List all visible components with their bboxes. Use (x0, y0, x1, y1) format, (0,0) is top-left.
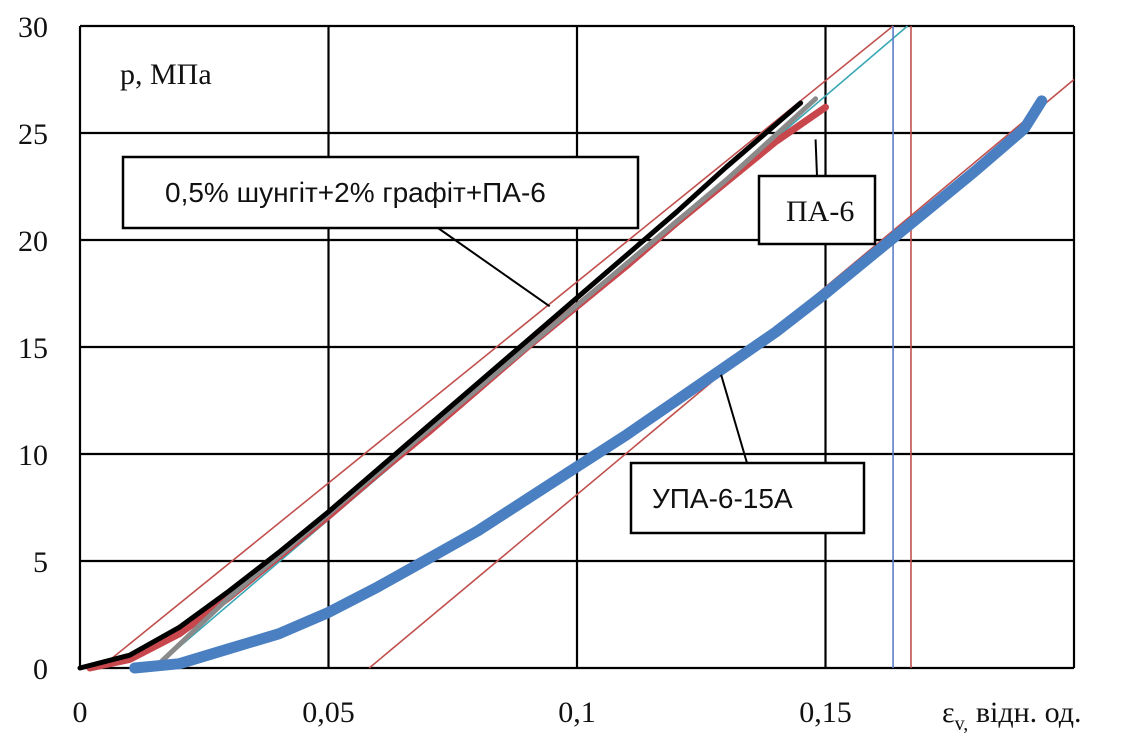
x-axis-title: εv, відн. од. (942, 696, 1082, 733)
annotation-box-upa6: УПА-6-15А (629, 461, 866, 535)
y-axis-title: p, МПа (120, 58, 212, 91)
x-axis-title-unit: відн. од. (968, 696, 1081, 729)
series-line-composite (77, 100, 804, 671)
tick-labels: 0 5 10 15 20 25 30 0 0,05 0,1 0,15 (18, 11, 852, 729)
y-tick-label: 5 (33, 546, 48, 579)
annotation-label-upa6: УПА-6-15А (652, 483, 793, 514)
x-tick-label: 0 (73, 696, 88, 729)
annotation-box-composite: 0,5% шунгіт+2% графіт+ПА-6 (121, 155, 640, 230)
x-tick-label: 0,1 (558, 696, 596, 729)
annotation-leader-composite (437, 227, 551, 308)
x-tick-label: 0,15 (799, 696, 852, 729)
y-tick-label: 20 (18, 225, 48, 258)
annotation-leader-pa6 (814, 139, 818, 177)
y-tick-label: 0 (33, 653, 48, 686)
y-tick-label: 25 (18, 118, 48, 151)
annotation-leader-upa6 (720, 374, 748, 464)
annotation-box-pa6: ПА-6 (757, 174, 877, 246)
series-lines (77, 95, 1048, 674)
y-tick-label: 15 (18, 332, 48, 365)
x-axis-title-subscript: v, (955, 713, 969, 733)
series-line-grey (152, 96, 819, 671)
tangent-line-0 (99, 25, 894, 669)
y-tick-label: 10 (18, 439, 48, 472)
grid (78, 24, 1076, 670)
y-tick-label: 30 (18, 11, 48, 44)
x-axis-title-symbol: ε (942, 696, 955, 729)
annotation-label-pa6: ПА-6 (786, 195, 854, 228)
annotation-label-composite: 0,5% шунгіт+2% графіт+ПА-6 (165, 177, 546, 208)
x-tick-label: 0,05 (302, 696, 355, 729)
series-line-upa6 (129, 95, 1048, 674)
annotation-leaders (437, 139, 818, 464)
